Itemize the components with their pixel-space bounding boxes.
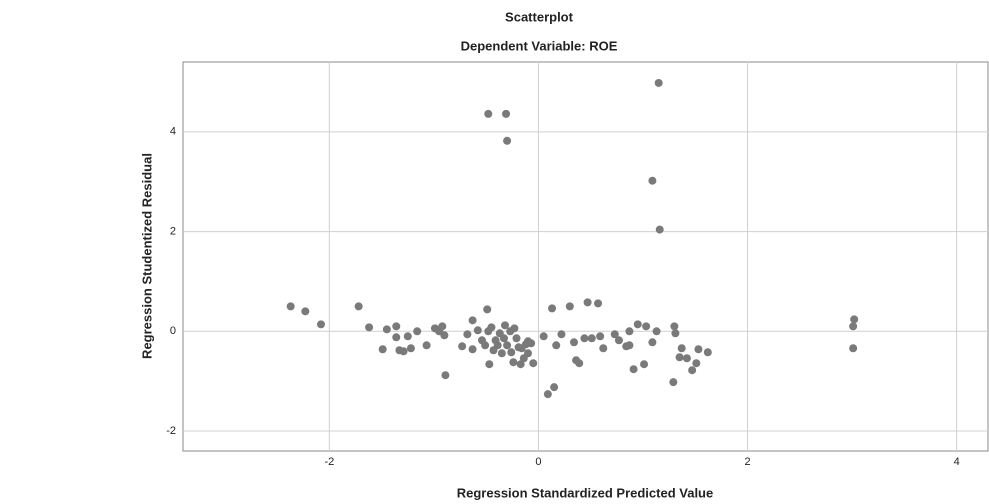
- point: [543, 390, 552, 399]
- point: [509, 358, 518, 367]
- point: [413, 327, 422, 336]
- point: [539, 332, 548, 341]
- y-tick-label: -2: [166, 425, 176, 437]
- point: [655, 225, 664, 234]
- point: [575, 359, 584, 368]
- point: [468, 345, 477, 354]
- point: [671, 329, 680, 338]
- point: [503, 136, 512, 145]
- plot-frame: [182, 61, 989, 452]
- x-tick-label: 2: [744, 456, 750, 468]
- point: [392, 322, 401, 331]
- point: [301, 307, 310, 316]
- point: [625, 327, 634, 336]
- point: [527, 339, 536, 348]
- point: [422, 341, 431, 350]
- point: [365, 323, 374, 332]
- point: [392, 333, 401, 342]
- point: [692, 359, 701, 368]
- point: [583, 298, 592, 307]
- point: [565, 302, 574, 311]
- point: [694, 345, 703, 354]
- point: [625, 341, 634, 350]
- point: [524, 349, 532, 358]
- point: [529, 359, 538, 368]
- point: [640, 360, 649, 369]
- point: [682, 354, 691, 363]
- point: [642, 322, 651, 331]
- point: [677, 344, 686, 353]
- point: [654, 78, 663, 87]
- point: [670, 322, 679, 331]
- point: [580, 334, 589, 343]
- point: [512, 334, 521, 343]
- point: [440, 331, 449, 340]
- point: [516, 360, 525, 369]
- point: [458, 342, 467, 351]
- point: [484, 109, 493, 118]
- x-tick-label: -2: [324, 456, 334, 468]
- point: [441, 371, 450, 380]
- point: [610, 330, 619, 339]
- point: [378, 345, 387, 354]
- point: [596, 332, 605, 341]
- x-tick-label: 4: [954, 456, 960, 468]
- point: [599, 344, 608, 353]
- point: [497, 349, 506, 358]
- point: [403, 332, 412, 341]
- point: [849, 344, 858, 353]
- point: [548, 304, 557, 313]
- x-tick-label: 0: [535, 456, 541, 468]
- point: [468, 316, 477, 325]
- y-tick-label: 0: [170, 325, 176, 337]
- point: [483, 305, 492, 314]
- point: [570, 338, 578, 347]
- point: [850, 315, 859, 324]
- point: [463, 330, 472, 339]
- point: [286, 302, 295, 311]
- point: [473, 326, 482, 335]
- point: [648, 176, 657, 185]
- point: [382, 325, 391, 334]
- point: [703, 348, 712, 357]
- point: [406, 344, 415, 353]
- point: [633, 320, 642, 329]
- point: [354, 302, 363, 311]
- point: [587, 334, 596, 343]
- point: [669, 378, 678, 387]
- y-tick-label: 2: [170, 225, 176, 237]
- point: [501, 321, 509, 330]
- point: [675, 353, 684, 362]
- point: [499, 334, 508, 343]
- point: [317, 320, 325, 329]
- point: [503, 341, 512, 350]
- point: [507, 348, 516, 357]
- point: [485, 360, 494, 369]
- point: [648, 338, 657, 347]
- point: [438, 322, 447, 331]
- point: [550, 383, 559, 392]
- point: [487, 323, 496, 332]
- point: [688, 366, 697, 375]
- point: [557, 330, 566, 339]
- chart-subtitle: Dependent Variable: ROE: [461, 38, 618, 53]
- y-axis-label: Regression Studentized Residual: [139, 153, 154, 359]
- point: [510, 324, 519, 333]
- chart-title: Scatterplot: [505, 9, 574, 24]
- point: [399, 347, 408, 356]
- point: [652, 327, 661, 336]
- point: [629, 365, 638, 374]
- point: [552, 341, 561, 350]
- point: [594, 299, 603, 308]
- x-axis-label: Regression Standardized Predicted Value: [457, 485, 713, 500]
- point: [502, 109, 511, 118]
- point: [493, 341, 502, 350]
- point: [614, 336, 623, 345]
- y-tick-label: 4: [170, 126, 176, 138]
- point: [849, 322, 858, 331]
- point: [481, 341, 490, 350]
